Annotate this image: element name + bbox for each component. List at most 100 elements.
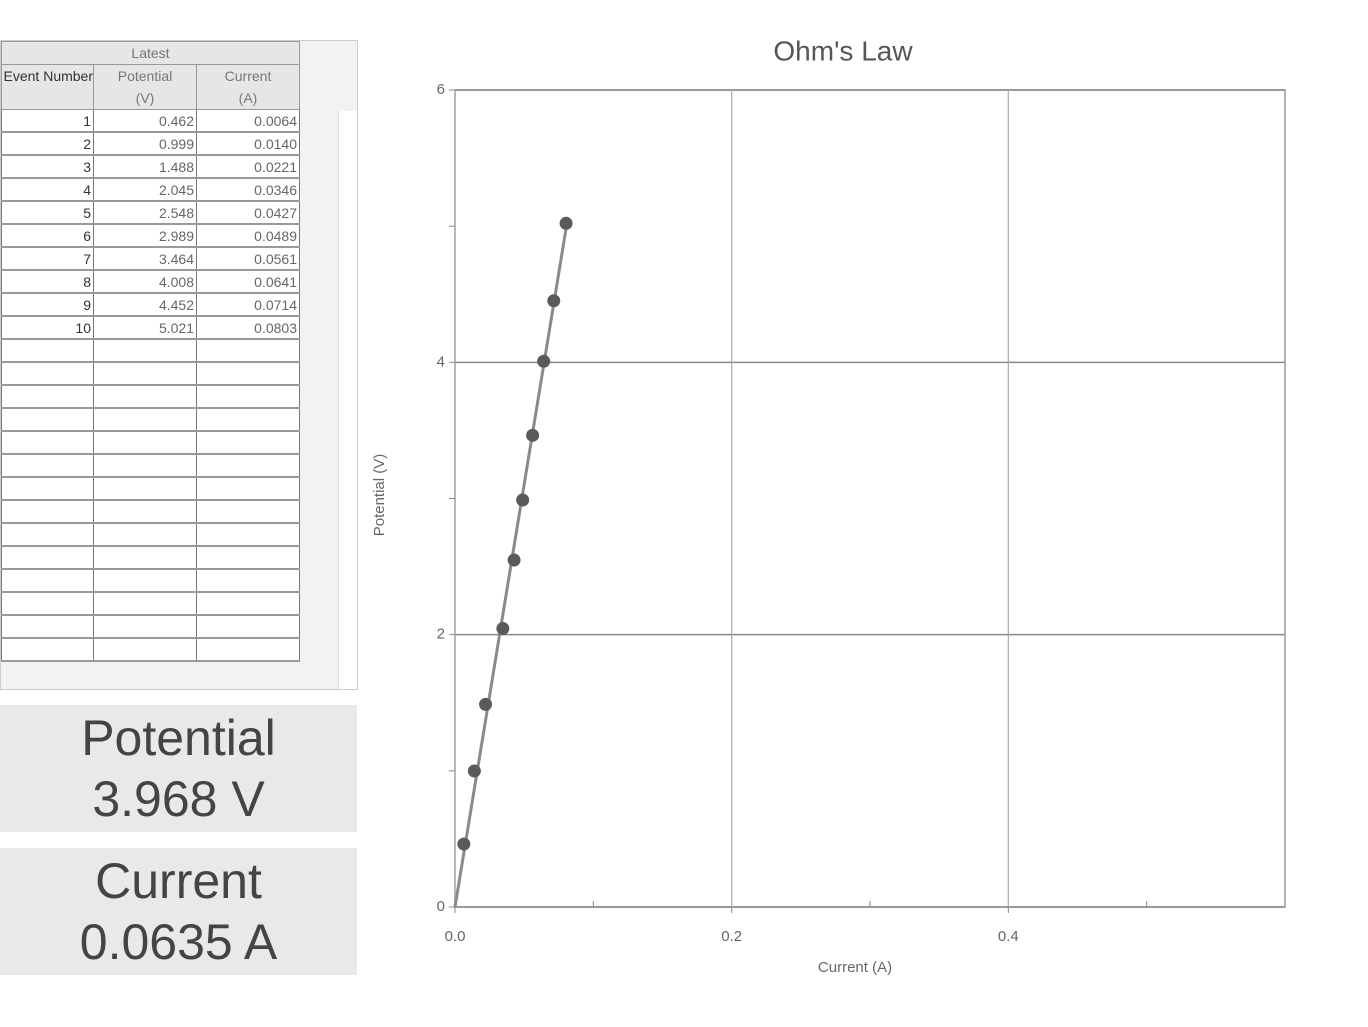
data-point	[457, 837, 471, 851]
empty-cell	[93, 615, 197, 639]
table-cell: 10	[1, 316, 94, 340]
empty-row	[1, 408, 300, 432]
data-point	[559, 216, 573, 230]
column-header: Potential (V)	[93, 64, 197, 110]
empty-cell	[1, 523, 94, 547]
meter-reading: 0.0635 A	[79, 914, 278, 970]
table-cell: 8	[1, 270, 94, 294]
empty-row	[1, 592, 300, 616]
data-point	[547, 294, 561, 308]
x-tick-label: 0.4	[998, 928, 1019, 945]
table-cell: 4.008	[93, 270, 197, 294]
meter-reading: 3.968 V	[92, 771, 265, 827]
meter: Current 0.0635 A	[0, 848, 357, 975]
empty-row	[1, 569, 300, 593]
plot-area	[454, 89, 1286, 908]
chart-title: Ohm's Law	[773, 35, 913, 66]
empty-cell	[196, 477, 300, 501]
empty-row	[1, 454, 300, 478]
y-tick-label: 0	[437, 898, 445, 915]
empty-row	[1, 339, 300, 363]
data-point	[516, 493, 530, 507]
empty-cell	[93, 454, 197, 478]
empty-cell	[93, 638, 197, 662]
table-cell: 0.0641	[196, 270, 300, 294]
empty-cell	[196, 592, 300, 616]
table-cell: 5.021	[93, 316, 197, 340]
meter-label: Potential	[81, 710, 276, 766]
empty-cell	[93, 523, 197, 547]
column-unit: (A)	[238, 90, 258, 106]
table-cell: 3.464	[93, 247, 197, 271]
table-cell: 5	[1, 201, 94, 225]
empty-cell	[93, 477, 197, 501]
y-tick-label: 6	[437, 81, 445, 98]
empty-cell	[93, 339, 197, 363]
table-cell: 1.488	[93, 155, 197, 179]
meter-label: Current	[95, 853, 262, 909]
empty-row	[1, 385, 300, 409]
empty-cell	[1, 615, 94, 639]
empty-cell	[1, 385, 94, 409]
empty-cell	[196, 431, 300, 455]
empty-cell	[93, 546, 197, 570]
table-cell: 3	[1, 155, 94, 179]
y-tick-label: 2	[437, 626, 445, 643]
empty-cell	[196, 569, 300, 593]
column-name: Event Number	[3, 68, 93, 84]
table-row: 6 2.989 0.0489	[1, 224, 300, 248]
empty-row	[1, 546, 300, 570]
empty-cell	[196, 454, 300, 478]
table-cell: 0.0064	[196, 109, 300, 133]
column-name: Current	[224, 68, 272, 84]
empty-cell	[93, 408, 197, 432]
table-row: 2 0.999 0.0140	[1, 132, 300, 156]
table-cell: 0.999	[93, 132, 197, 156]
table-cell: 0.0561	[196, 247, 300, 271]
empty-cell	[196, 546, 300, 570]
group-header: Latest	[1, 41, 300, 65]
empty-cell	[1, 454, 94, 478]
column-header: Event Number	[1, 64, 94, 110]
table: Latest Event Number Potential (V) Current (A…	[1, 41, 300, 662]
empty-cell	[196, 385, 300, 409]
data-table: Latest Event Number Potential (V) Current (A…	[0, 40, 358, 690]
table-cell: 1	[1, 109, 94, 133]
x-axis-label: Current (A)	[818, 959, 892, 976]
table-cell: 0.0427	[196, 201, 300, 225]
table-cell: 0.462	[93, 109, 197, 133]
x-tick-label: 0.0	[445, 928, 466, 945]
vertical-scrollbar[interactable]	[338, 111, 357, 689]
empty-cell	[196, 339, 300, 363]
empty-row	[1, 523, 300, 547]
empty-row	[1, 431, 300, 455]
y-tick-label: 4	[437, 353, 445, 370]
table-cell: 6	[1, 224, 94, 248]
table-row: 8 4.008 0.0641	[1, 270, 300, 294]
table-cell: 0.0346	[196, 178, 300, 202]
data-point	[496, 622, 510, 636]
table-cell: 0.0803	[196, 316, 300, 340]
table-cell: 4.452	[93, 293, 197, 317]
data-point	[526, 428, 540, 442]
empty-row	[1, 477, 300, 501]
column-unit: (V)	[135, 90, 155, 106]
empty-cell	[1, 408, 94, 432]
table-row: 5 2.548 0.0427	[1, 201, 300, 225]
empty-cell	[196, 638, 300, 662]
empty-cell	[1, 339, 94, 363]
meter: Potential 3.968 V	[0, 705, 357, 832]
table-cell: 4	[1, 178, 94, 202]
empty-row	[1, 615, 300, 639]
empty-cell	[93, 500, 197, 524]
table-row: 10 5.021 0.0803	[1, 316, 300, 340]
table-cell: 9	[1, 293, 94, 317]
x-tick-label: 0.2	[721, 928, 742, 945]
empty-cell	[1, 569, 94, 593]
empty-cell	[1, 500, 94, 524]
data-point	[537, 354, 551, 368]
table-cell: 2	[1, 132, 94, 156]
table-cell: 2.045	[93, 178, 197, 202]
table-cell: 0.0140	[196, 132, 300, 156]
table-row: 3 1.488 0.0221	[1, 155, 300, 179]
